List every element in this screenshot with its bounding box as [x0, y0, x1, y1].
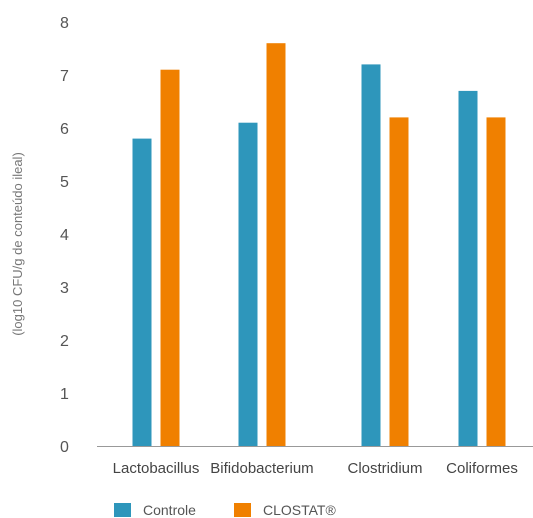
legend-swatch	[114, 503, 131, 517]
y-axis-ticks: 0 1 2 3 4 5 6 7 8	[60, 15, 69, 456]
y-axis-label: (log10 CFU/g de conteúdo ileal)	[10, 152, 25, 336]
bar-clostat-bifidobacterium	[266, 43, 286, 446]
bar-clostat-lactobacillus	[160, 69, 180, 446]
legend-swatch	[234, 503, 251, 517]
x-category-label: Coliformes	[446, 460, 518, 477]
legend-label: CLOSTAT®	[263, 502, 336, 518]
y-tick-label: 0	[60, 439, 69, 456]
y-tick-label: 3	[60, 280, 69, 297]
bar-controle-bifidobacterium	[238, 122, 258, 446]
legend-item: Controle	[114, 502, 196, 518]
legend-item: CLOSTAT®	[234, 502, 336, 518]
x-category-label: Lactobacillus	[113, 460, 200, 477]
y-tick-label: 1	[60, 386, 69, 403]
x-axis-category-labels: Lactobacillus Bifidobacterium Clostridium C…	[113, 460, 518, 477]
x-category-label: Clostridium	[347, 460, 422, 477]
y-tick-label: 5	[60, 174, 69, 191]
y-tick-label: 7	[60, 68, 69, 85]
bar-controle-clostridium	[361, 64, 381, 447]
bar-clostat-clostridium	[389, 117, 409, 447]
bar-controle-coliformes	[458, 90, 478, 447]
y-tick-label: 4	[60, 227, 69, 244]
bars	[132, 43, 506, 447]
legend-label: Controle	[143, 502, 196, 518]
legend: Controle CLOSTAT®	[114, 502, 336, 518]
bar-clostat-coliformes	[486, 117, 506, 447]
y-tick-label: 6	[60, 121, 69, 138]
y-tick-label: 2	[60, 333, 69, 350]
y-tick-label: 8	[60, 15, 69, 32]
bar-controle-lactobacillus	[132, 138, 152, 446]
x-category-label: Bifidobacterium	[210, 460, 313, 477]
